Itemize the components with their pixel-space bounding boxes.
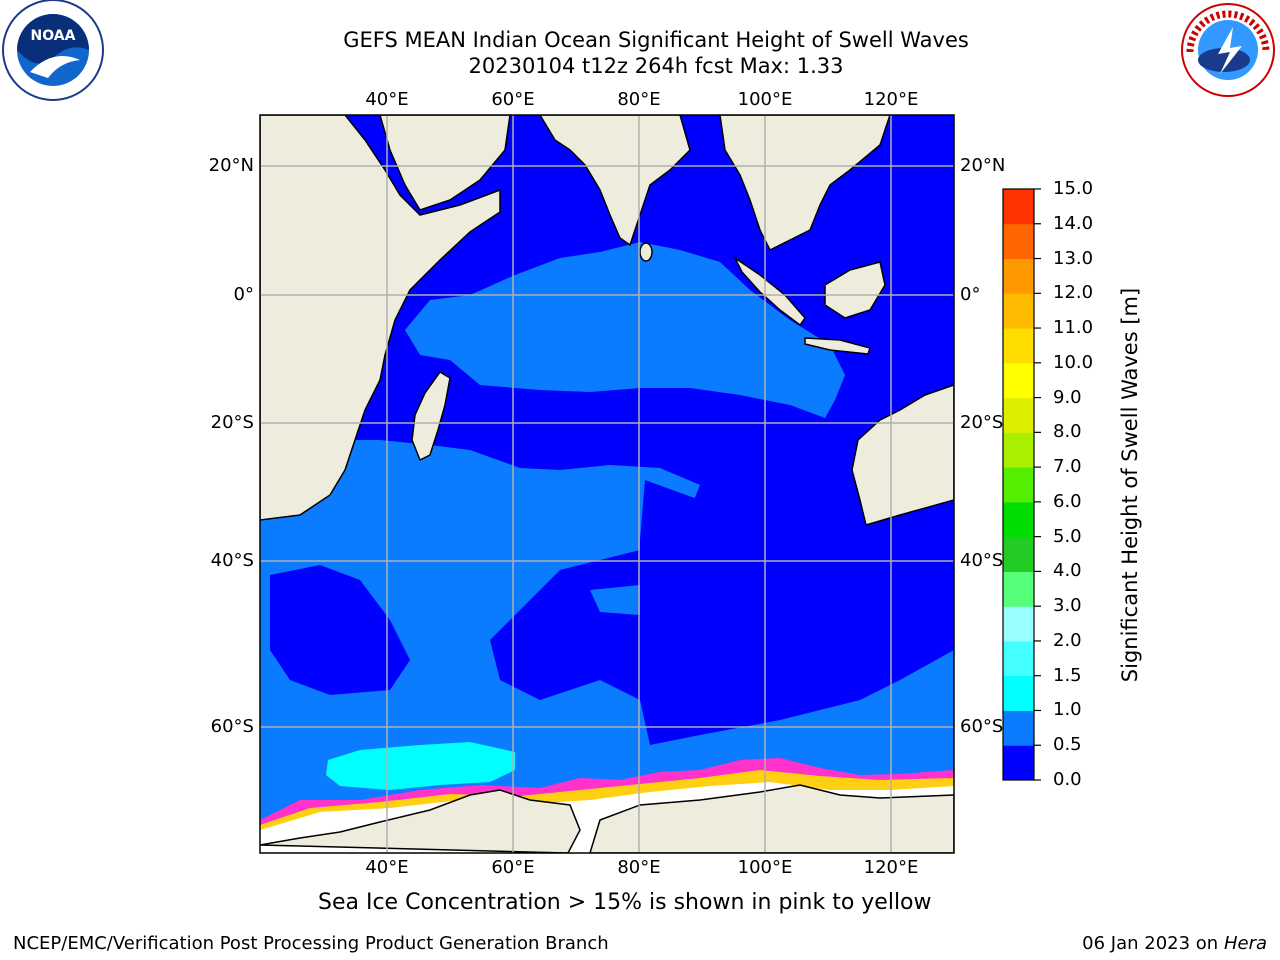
colorbar-segment <box>1003 223 1034 260</box>
colorbar-segment <box>1003 362 1034 399</box>
colorbar-tick-label: 15.0 <box>1053 178 1094 199</box>
lat-label-left: 40°S <box>210 550 254 571</box>
footer-date-text: 06 Jan 2023 on <box>1082 933 1224 954</box>
lon-label-top: 60°E <box>491 89 535 110</box>
colorbar <box>1003 188 1041 781</box>
lat-label-left: 20°S <box>210 412 254 433</box>
colorbar-tick-label: 3.0 <box>1053 595 1082 617</box>
lat-label-right: 0° <box>960 284 981 305</box>
colorbar-segment <box>1003 467 1034 503</box>
colorbar-tick-label: 1.5 <box>1053 664 1082 686</box>
footer-credit: NCEP/EMC/Verification Post Processing Pr… <box>13 933 609 954</box>
map-subtitle: 20230104 t12z 264h fcst Max: 1.33 <box>468 54 844 78</box>
swell-zone-1.5-2.0 <box>326 742 515 790</box>
land-india <box>539 115 691 247</box>
land-borneo <box>824 261 886 319</box>
lon-label-bottom: 60°E <box>491 857 535 878</box>
land-antarctica <box>260 789 581 853</box>
colorbar-frame <box>1002 188 1035 781</box>
graticule <box>260 115 954 853</box>
colorbar-segment <box>1003 189 1034 225</box>
colorbar-tick-label: 6.0 <box>1053 490 1082 512</box>
colorbar-tick-label: 12.0 <box>1053 282 1094 304</box>
colorbar-segment <box>1003 293 1034 329</box>
lat-label-right: 40°S <box>960 550 1004 571</box>
colorbar-tick-label: 7.0 <box>1053 456 1082 478</box>
land-madagascar <box>411 371 451 462</box>
colorbar-tick-label: 2.0 <box>1053 629 1082 651</box>
lon-label-top: 120°E <box>863 89 919 110</box>
colorbar-tick-label: 10.0 <box>1053 351 1094 373</box>
map-title: GEFS MEAN Indian Ocean Significant Heigh… <box>343 28 969 52</box>
lat-label-right: 20°S <box>960 412 1004 433</box>
sea-ice-note: Sea Ice Concentration > 15% is shown in … <box>318 890 932 915</box>
lon-label-bottom: 80°E <box>617 857 661 878</box>
land-southeast-asia <box>719 115 891 252</box>
colorbar-segment <box>1003 258 1034 294</box>
lon-label-bottom: 100°E <box>737 857 793 878</box>
colorbar-segment <box>1003 675 1034 711</box>
lon-label-top: 40°E <box>365 89 409 110</box>
lat-label-left: 20°N <box>208 155 254 176</box>
land-africa <box>260 115 501 521</box>
footer-date: 06 Jan 2023 on Hera <box>1082 933 1267 954</box>
colorbar-segment <box>1003 328 1034 364</box>
colorbar-tick-label: 1.0 <box>1053 699 1082 721</box>
nws-logo <box>1181 3 1275 97</box>
footer-host: Hera <box>1223 933 1267 954</box>
lat-label-left: 0° <box>233 284 254 305</box>
colorbar-tick-label: 14.0 <box>1053 212 1094 234</box>
land-australia <box>851 384 954 526</box>
noaa-logo: NOAA <box>2 0 104 101</box>
colorbar-tick-label: 13.0 <box>1053 247 1094 269</box>
noaa-logo-text: NOAA <box>31 28 76 44</box>
lat-label-left: 60°S <box>210 716 254 737</box>
colorbar-tick-label: 4.0 <box>1053 560 1082 582</box>
lat-label-right: 60°S <box>960 716 1004 737</box>
colorbar-tick-label: 0.0 <box>1053 769 1082 790</box>
colorbar-segment <box>1003 745 1034 781</box>
colorbar-segment <box>1003 640 1034 677</box>
colorbar-segment <box>1003 710 1034 746</box>
colorbar-segment <box>1003 536 1034 572</box>
lon-label-bottom: 120°E <box>863 857 919 878</box>
colorbar-segment <box>1003 432 1034 468</box>
colorbar-segment <box>1003 501 1034 538</box>
colorbar-label: Significant Height of Swell Waves [m] <box>1118 287 1142 683</box>
colorbar-tick-label: 0.5 <box>1053 734 1082 756</box>
colorbar-tick-label: 11.0 <box>1053 317 1094 339</box>
lon-label-top: 80°E <box>617 89 661 110</box>
swell-zone-0.5-1.0 <box>405 242 845 418</box>
colorbar-segment <box>1003 397 1034 433</box>
lon-label-top: 100°E <box>737 89 793 110</box>
colorbar-segment <box>1003 571 1034 607</box>
map-frame <box>259 114 955 854</box>
lat-label-right: 20°N <box>960 155 1006 176</box>
land-sumatra <box>733 255 806 327</box>
land-arabia <box>379 115 511 211</box>
colorbar-tick-label: 8.0 <box>1053 421 1082 443</box>
colorbar-segment <box>1003 606 1034 642</box>
colorbar-tick-label: 9.0 <box>1053 386 1082 408</box>
lon-label-bottom: 40°E <box>365 857 409 878</box>
colorbar-tick-label: 5.0 <box>1053 525 1082 547</box>
